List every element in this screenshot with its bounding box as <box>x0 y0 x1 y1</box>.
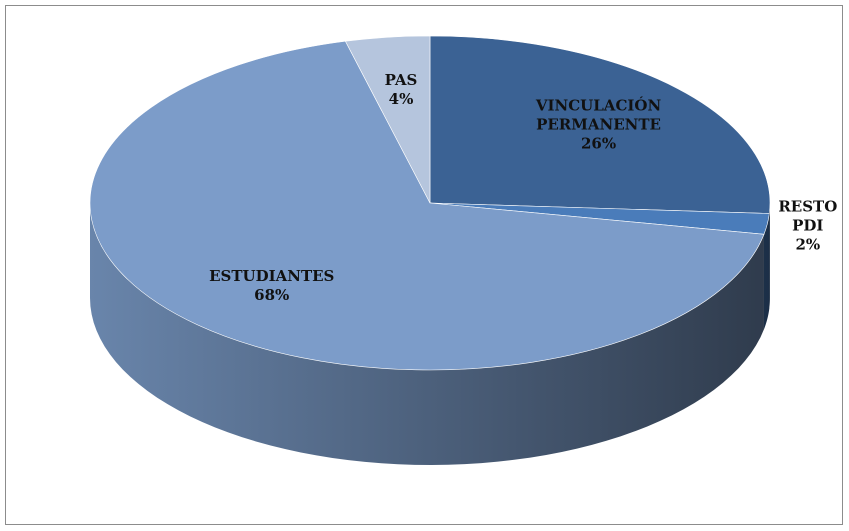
category-label: VINCULACIÓN PERMANENTE <box>535 96 662 134</box>
slice-side <box>769 203 770 309</box>
category-label: PAS <box>384 71 418 90</box>
value-label: 26% <box>580 134 617 153</box>
slice-side <box>763 213 770 330</box>
data-label: ESTUDIANTES 68% <box>187 267 357 305</box>
data-label: RESTO PDI 2% <box>773 198 843 255</box>
slice <box>89 40 765 371</box>
data-label: PAS 4% <box>366 71 436 109</box>
slice-side <box>90 203 764 465</box>
value-label: 68% <box>254 285 290 304</box>
value-label: 4% <box>388 90 414 109</box>
data-label: VINCULACIÓN PERMANENTE 26% <box>514 97 684 154</box>
slice <box>429 35 771 214</box>
value-label: 2% <box>795 235 821 254</box>
slice <box>344 35 431 204</box>
category-label: ESTUDIANTES <box>209 266 335 285</box>
category-label: RESTO PDI <box>778 197 838 235</box>
